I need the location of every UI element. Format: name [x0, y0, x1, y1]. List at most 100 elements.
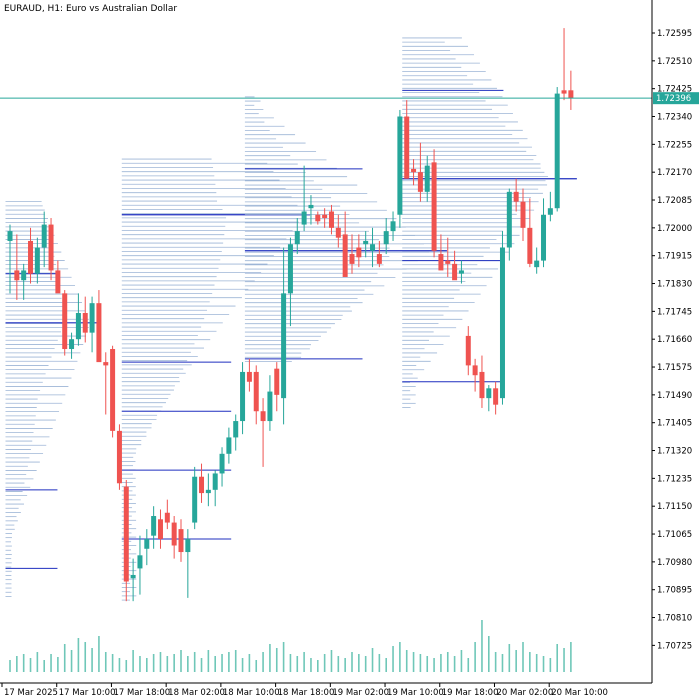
candle-bull — [506, 191, 512, 248]
candle-bull — [41, 224, 47, 248]
x-tick-label: 20 Mar 02:00 — [496, 688, 553, 698]
candle-bull — [137, 555, 143, 569]
candles — [7, 28, 574, 602]
y-tick-label: 1.72170 — [657, 168, 692, 178]
volume-histogram — [9, 620, 572, 672]
candle-bear — [103, 362, 109, 366]
y-tick-label: 1.71830 — [657, 280, 692, 290]
candle-bear — [520, 201, 526, 228]
candle-bull — [397, 116, 403, 215]
candle-bear — [96, 303, 102, 363]
candle-bear — [28, 240, 34, 274]
candle-bull — [7, 231, 13, 241]
y-tick-label: 1.70810 — [657, 614, 692, 624]
chart-title: EURAUD, H1: Euro vs Australian Dollar — [4, 4, 178, 14]
candle-bear — [438, 254, 444, 271]
candle-bear — [493, 388, 499, 405]
candle-bull — [541, 214, 547, 261]
y-tick-label: 1.72000 — [657, 224, 692, 234]
candle-bear — [55, 270, 61, 294]
candle-bull — [151, 516, 157, 536]
candle-bear — [260, 411, 266, 422]
candle-bear — [123, 486, 129, 582]
candle-bull — [458, 270, 464, 274]
y-tick-label: 1.71745 — [657, 307, 692, 317]
candle-bear — [178, 529, 184, 553]
y-tick-label: 1.71405 — [657, 419, 692, 429]
candle-bull — [144, 538, 150, 549]
candle-bull — [89, 303, 95, 333]
candle-bear — [431, 162, 437, 251]
y-tick-label: 1.70895 — [657, 586, 692, 596]
x-tick-label: 18 Mar 18:00 — [278, 688, 335, 698]
candle-bear — [376, 254, 382, 264]
candle-bull — [383, 231, 389, 245]
candle-bear — [253, 371, 259, 412]
candle-bull — [212, 473, 218, 490]
candle-bear — [48, 224, 54, 271]
y-tick-label: 1.71150 — [657, 502, 692, 512]
candle-bear — [171, 522, 177, 546]
candle-bull — [240, 371, 246, 422]
candle-bear — [62, 293, 68, 350]
candle-bear — [404, 116, 410, 179]
candle-bear — [14, 270, 20, 281]
candle-bear — [356, 247, 362, 258]
candle-bull — [287, 244, 293, 294]
candle-bear — [157, 519, 163, 539]
candle-bear — [561, 90, 567, 94]
candle-bull — [185, 538, 191, 553]
x-tick-label: 17 Mar 10:00 — [59, 688, 116, 698]
candle-bear — [445, 260, 451, 264]
candle-bull — [226, 437, 232, 454]
x-tick-label: 17 Mar 2025 — [4, 688, 58, 698]
candle-bull — [363, 240, 369, 245]
y-tick-label: 1.71065 — [657, 530, 692, 540]
candle-bear — [164, 512, 170, 523]
candle-bear — [349, 254, 355, 264]
candle-bull — [294, 231, 300, 245]
x-tick-label: 18 Mar 02:00 — [168, 688, 225, 698]
y-tick-label: 1.71320 — [657, 447, 692, 457]
candle-bull — [547, 208, 553, 215]
candle-bear — [315, 214, 321, 222]
y-tick-label: 1.72340 — [657, 113, 692, 123]
candle-bear — [342, 234, 348, 277]
y-tick-label: 1.70980 — [657, 558, 692, 568]
x-tick-label: 19 Mar 18:00 — [442, 688, 499, 698]
candle-bear — [513, 191, 519, 202]
candle-bear — [110, 349, 116, 431]
candle-bear — [479, 371, 485, 399]
y-tick-label: 1.71490 — [657, 391, 692, 401]
candle-bull — [424, 165, 430, 192]
candle-bull — [281, 293, 287, 399]
y-tick-label: 1.72255 — [657, 140, 692, 150]
candle-bull — [75, 312, 81, 340]
candle-bull — [205, 489, 211, 494]
current-price-label: 1.72396 — [656, 94, 691, 104]
y-tick-label: 1.72085 — [657, 196, 692, 206]
candle-bear — [246, 371, 252, 382]
y-tick-label: 1.71575 — [657, 363, 692, 373]
candle-bull — [534, 260, 540, 268]
candle-bull — [301, 211, 307, 225]
candle-bear — [335, 227, 341, 238]
y-tick-label: 1.71915 — [657, 252, 692, 262]
candle-bull — [21, 270, 27, 281]
x-tick-label: 17 Mar 18:00 — [113, 688, 170, 698]
candle-bull — [486, 388, 492, 399]
candle-bear — [199, 476, 205, 494]
candle-bull — [499, 247, 505, 399]
x-tick-label: 19 Mar 10:00 — [387, 688, 444, 698]
candle-bull — [130, 574, 136, 579]
x-tick-label: 20 Mar 10:00 — [551, 688, 608, 698]
candle-bear — [417, 172, 423, 192]
candle-bear — [527, 227, 533, 264]
candle-bear — [411, 168, 417, 173]
y-tick-label: 1.71235 — [657, 474, 692, 484]
y-tick-label: 1.72595 — [657, 29, 692, 39]
candle-bear — [452, 263, 458, 281]
